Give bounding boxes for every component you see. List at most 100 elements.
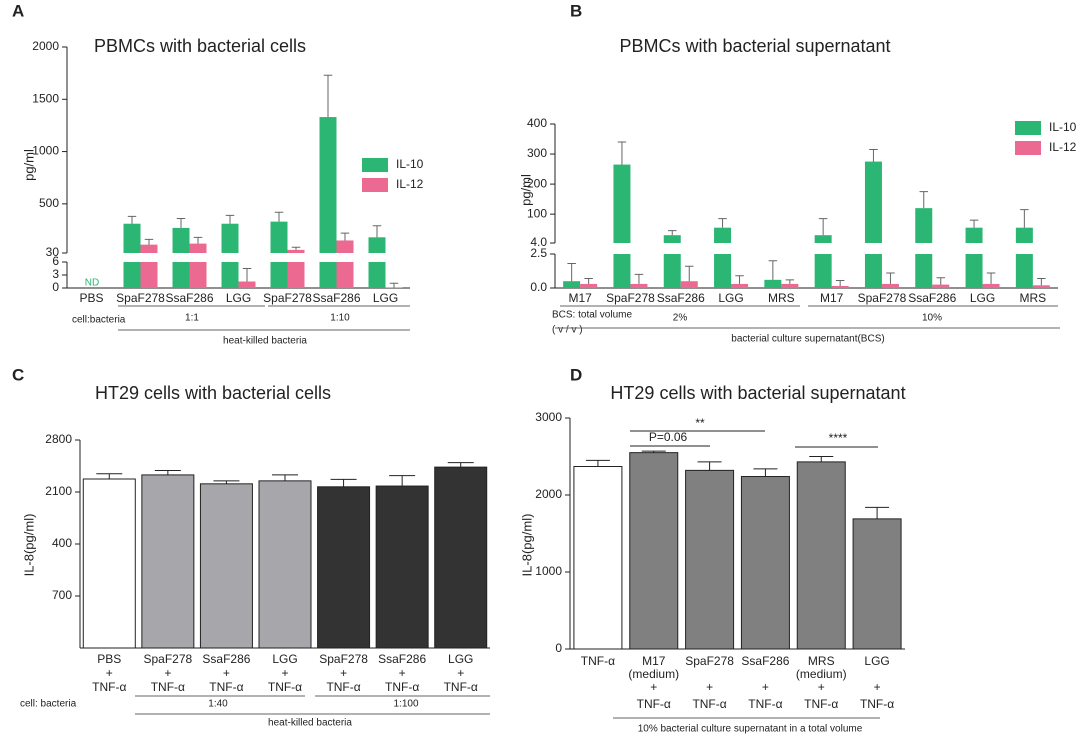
panel-letter: C [12,365,24,384]
bar [814,235,832,243]
label-line: (medium) [628,667,679,681]
error-bar [272,474,298,481]
y-tick-label: 2000 [32,39,59,53]
legend-swatch [362,178,388,192]
label-line: MRS [768,291,795,305]
label-line: + [106,666,113,680]
panel-letter: A [12,1,24,20]
label-line: SsaF286 [312,291,360,305]
bar [965,254,983,288]
bar [123,223,141,253]
x-tick-label: MRS [768,291,795,305]
y-tick-label: 1500 [32,91,59,105]
error-bar [718,218,727,228]
legend-swatch [362,158,388,172]
label-line: TNF-α [209,680,243,694]
bar [915,254,933,288]
error-bar [768,260,778,280]
bar [915,208,933,243]
bar [1032,285,1050,288]
label-line: + [340,666,347,680]
label-line: LGG [373,291,398,305]
error-bar [585,459,610,467]
chart-title: PBMCs with bacterial cells [94,36,306,56]
y-tick-label: 400 [52,536,72,550]
error-bar [1037,277,1046,286]
label-line: TNF-α [637,697,671,711]
bar [172,262,190,288]
y-tick-label: 300 [527,146,547,160]
x-tick-label: LGG + TNF-α [444,652,478,694]
bar [317,486,371,649]
y-tick-label: 0 [52,280,59,294]
group-label: cell: bacteria [20,699,77,710]
bar [685,469,735,650]
group-label: 1:40 [208,699,228,710]
label-line: SsaF286 [202,652,250,666]
label-line: + [164,666,171,680]
x-tick-label: SsaF286 + TNF-α [378,652,426,694]
y-tick-label: 500 [39,196,59,210]
label-line: SpaF278 [858,291,907,305]
legend-swatch [1015,141,1041,155]
bar [189,262,207,288]
bar [680,281,698,288]
error-bar [697,461,722,471]
label-line: LGG [864,654,889,668]
label-line: LGG [970,291,995,305]
bar [629,452,679,650]
panel-letter: D [570,365,582,384]
bar [319,262,337,288]
label-line: + [762,680,769,694]
legend-label: IL-12 [1049,140,1077,154]
y-tick-label: 400 [527,116,547,130]
error-bar [886,272,895,284]
label-line: + [281,666,288,680]
error-bar [372,225,382,238]
bar [731,283,749,288]
x-tick-label: SpaF278 + TNF-α [144,652,193,694]
annotation: P=0.06 [649,430,688,444]
bar [714,227,732,243]
error-bar [389,282,399,288]
label-line: TNF-α [444,680,478,694]
x-tick-label: M17 [568,291,592,305]
error-bar [986,272,996,284]
label-line: M17 [568,291,592,305]
label-line: MRS [1020,291,1047,305]
error-bar [567,263,576,282]
label-line: SpaF278 [144,652,193,666]
bar [864,254,882,288]
group-label: 10% [922,313,942,324]
y-axis-label: pg/ml [21,149,36,181]
legend-swatch [1015,121,1041,135]
bar [1015,227,1033,243]
y-tick-label: 4.0 [530,235,547,249]
error-bar [753,468,778,477]
y-tick-label: 2800 [45,432,72,446]
chart-title: HT29 cells with bacterial cells [95,383,331,403]
bar [796,461,846,650]
label-line: + [399,666,406,680]
bar [965,227,983,243]
error-bar [193,236,203,244]
bar [238,281,256,288]
label-line: + [650,680,657,694]
label-line: TNF-α [748,697,782,711]
bar [932,284,950,288]
bar [740,476,790,650]
x-tick-label: LGG [373,291,398,305]
x-tick-label: SpaF278 + TNF-α [319,652,368,694]
label-line: + [457,666,464,680]
group-label: heat-killed bacteria [223,336,307,347]
bar [141,474,195,649]
group-label: BCS: total volume [552,310,632,321]
x-tick-label: M17 [820,291,844,305]
label-line: LGG [718,291,743,305]
error-bar [389,475,416,487]
x-tick-label: M17 (medium) + TNF-α [628,654,679,711]
x-tick-label: MRS (medium) + TNF-α [796,654,847,711]
error-bar [274,211,284,222]
error-bar [176,217,186,228]
error-bar [865,506,890,519]
